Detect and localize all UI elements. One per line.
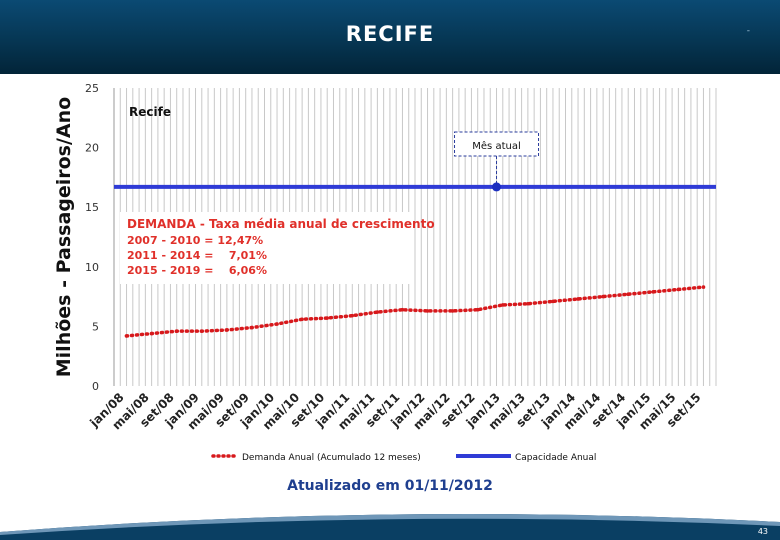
data-point-demand	[626, 292, 631, 297]
data-point-demand	[576, 297, 580, 301]
y-axis-label: Milhões - Passageiros/Ano	[53, 97, 75, 377]
data-point-demand	[450, 309, 455, 313]
demand-capacity-chart: 0510152025jan/08mai/08set/08jan/09mai/09…	[53, 82, 717, 463]
data-point-demand	[225, 328, 229, 332]
data-point-demand	[250, 325, 254, 330]
data-point-demand	[701, 285, 706, 289]
y-tick-label: 20	[85, 142, 99, 155]
legend-label-capacity: Capacidade Anual	[515, 453, 596, 463]
data-point-demand	[601, 294, 605, 299]
page-number: 43	[757, 527, 768, 536]
y-tick-label: 5	[92, 320, 99, 333]
data-point-demand	[526, 301, 530, 306]
data-point-demand	[174, 329, 179, 333]
data-point-demand	[350, 313, 355, 318]
data-point-demand	[676, 287, 681, 292]
data-point-demand	[300, 317, 304, 322]
chart-legend: Demanda Anual (Acumulado 12 meses) Capaci…	[211, 453, 596, 463]
data-point-demand	[124, 334, 129, 338]
series-line-demand	[124, 285, 706, 338]
y-tick-label: 0	[92, 380, 99, 393]
growth-line-2: 2011 - 2014 = 7,01%	[127, 249, 267, 262]
current-month-marker: Mês atual	[454, 131, 540, 192]
current-month-point	[492, 182, 502, 192]
page-title: RECIFE	[345, 22, 435, 46]
growth-line-3: 2015 - 2019 = 6,06%	[127, 264, 267, 277]
y-tick-label: 15	[85, 201, 99, 214]
data-point-demand	[325, 316, 330, 320]
data-point-demand	[475, 307, 480, 312]
update-note: Atualizado em 01/11/2012	[287, 478, 493, 494]
growth-annotation-background	[120, 212, 410, 284]
data-point-demand	[651, 290, 656, 294]
y-tick-label: 25	[85, 82, 99, 95]
current-month-label: Mês atual	[472, 140, 520, 152]
data-point-demand	[400, 307, 405, 312]
legend-label-demand: Demanda Anual (Acumulado 12 meses)	[242, 453, 421, 463]
data-point-demand	[425, 309, 430, 313]
chart-inner-title: Recife	[129, 105, 171, 119]
data-point-demand	[500, 303, 505, 307]
data-point-demand	[199, 329, 204, 333]
data-point-demand	[551, 299, 555, 304]
growth-line-1: 2007 - 2010 = 12,47%	[127, 234, 263, 247]
footer-wave-light	[0, 514, 780, 535]
data-point-demand	[275, 322, 279, 326]
growth-annotation: DEMANDA - Taxa média anual de cresciment…	[120, 212, 435, 284]
y-tick-label: 10	[85, 261, 99, 274]
data-point-demand	[149, 331, 154, 336]
slide-header: RECIFE -	[0, 0, 780, 74]
current-month-box	[454, 131, 540, 157]
growth-annotation-title: DEMANDA - Taxa média anual de cresciment…	[127, 217, 435, 231]
header-mark: -	[746, 26, 750, 36]
series-layer	[114, 184, 716, 338]
footer-band	[0, 514, 780, 540]
data-point-demand	[375, 310, 380, 314]
